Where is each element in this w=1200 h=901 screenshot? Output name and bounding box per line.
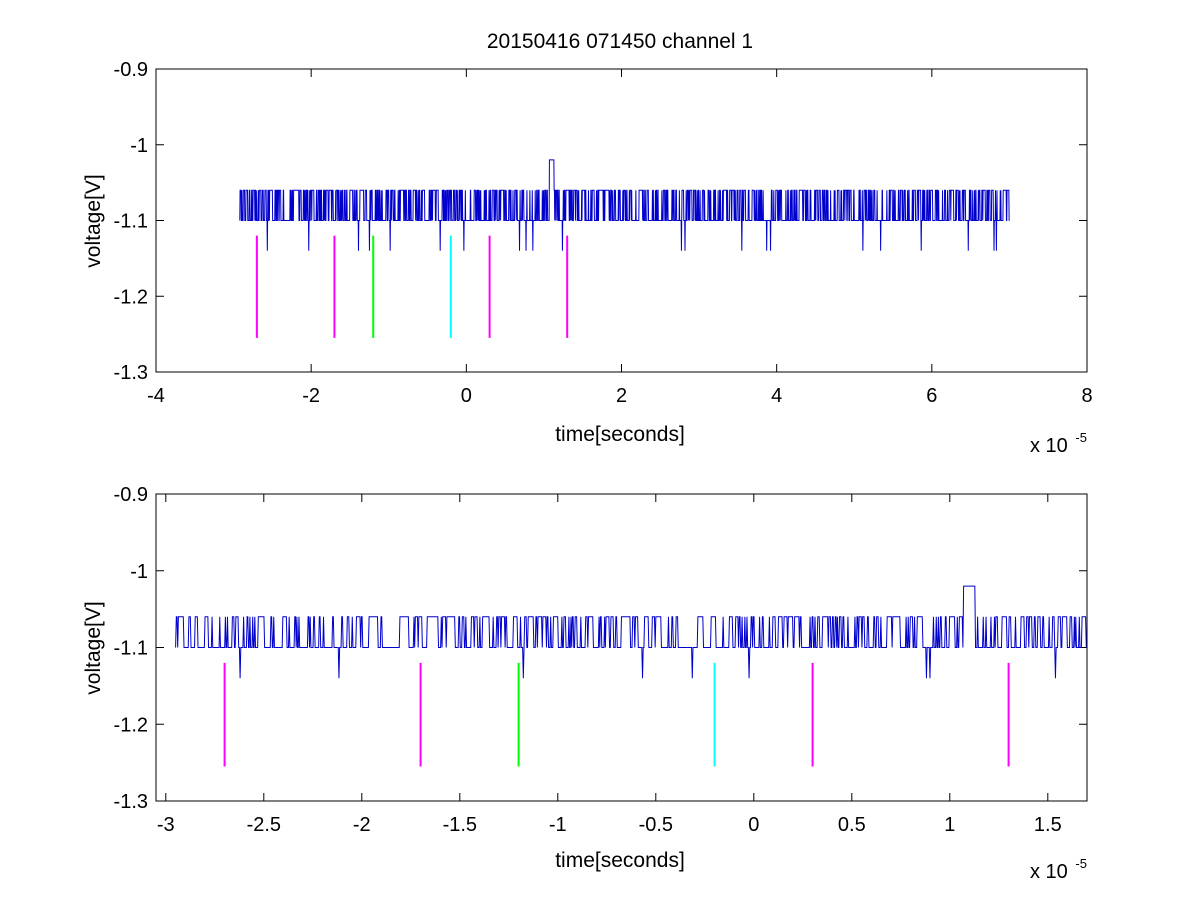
figure-title: 20150416 071450 channel 1 (487, 30, 753, 53)
bottom-subplot-ytick-label: -0.9 (114, 484, 148, 506)
top-subplot-ytick-label: -0.9 (114, 59, 148, 81)
bottom-subplot-xtick-label: -3 (157, 814, 175, 836)
bottom-subplot-ytick-label: -1.1 (114, 638, 148, 660)
bottom-subplot-xtick-label: -1.5 (443, 814, 477, 836)
bottom-subplot-markers (223, 662, 1010, 767)
bottom-subplot-xtick-label: 1.5 (1034, 814, 1062, 836)
top-subplot-axes-box (155, 68, 1088, 373)
bottom-subplot-axes-box (155, 493, 1088, 802)
bottom-subplot-signal (175, 585, 1087, 679)
bottom-subplot-ytick-label: -1.3 (114, 791, 148, 813)
bottom-subplot-x-scale: x 10 -5 (1030, 856, 1087, 883)
top-subplot-xtick-label: 0 (461, 385, 472, 407)
top-subplot-voltage-trace (239, 159, 1010, 251)
bottom-subplot-xtick-label: 0 (748, 814, 759, 836)
bottom-subplot: -3 -2.5 -2 -1.5 -1 -0.5 0 0.5 1 1.5 -0.9 -1 -1.1 -1.2… (82, 484, 1088, 883)
top-subplot-xtick-label: -2 (302, 385, 320, 407)
bottom-subplot-xtick-label: -2.5 (247, 814, 281, 836)
bottom-subplot-xtick-label: 1 (944, 814, 955, 836)
top-subplot-ytick-label: -1 (130, 135, 148, 157)
bottom-subplot-x-scale-exponent: -5 (1075, 856, 1087, 871)
top-subplot-markers (255, 235, 569, 338)
bottom-subplot-voltage-trace (175, 585, 1087, 679)
bottom-subplot-xtick-label: -0.5 (639, 814, 673, 836)
bottom-subplot-x-scale-base: x 10 (1030, 861, 1068, 883)
top-subplot-ytick-label: -1.3 (114, 362, 148, 384)
top-subplot-xtick-label: 4 (771, 385, 782, 407)
bottom-subplot-ylabel: voltage[V] (82, 601, 105, 694)
top-subplot-xtick-label: 6 (926, 385, 937, 407)
bottom-subplot-ytick-label: -1.2 (114, 714, 148, 736)
top-subplot-x-scale: x 10 -5 (1030, 430, 1087, 457)
top-subplot: -4 -2 0 2 4 6 8 -0.9 -1 -1.1 -1.2 -1.3 time[seconds… (82, 59, 1093, 457)
top-subplot-xtick-label: 8 (1081, 385, 1092, 407)
bottom-subplot-xtick-label: -2 (353, 814, 371, 836)
top-subplot-ticks: -4 -2 0 2 4 6 8 -0.9 -1 -1.1 -1.2 -1.3 (114, 59, 1093, 407)
top-subplot-signal (239, 159, 1010, 251)
bottom-subplot-xtick-label: 0.5 (838, 814, 866, 836)
top-subplot-xtick-label: -4 (147, 385, 165, 407)
top-subplot-x-scale-exponent: -5 (1075, 430, 1087, 445)
bottom-subplot-ytick-label: -1 (130, 561, 148, 583)
top-subplot-xlabel: time[seconds] (555, 423, 685, 446)
bottom-subplot-xtick-label: -1 (549, 814, 567, 836)
top-subplot-xtick-label: 2 (616, 385, 627, 407)
top-subplot-ytick-label: -1.2 (114, 286, 148, 308)
top-subplot-ylabel: voltage[V] (82, 174, 105, 267)
top-subplot-ytick-label: -1.1 (114, 211, 148, 233)
bottom-subplot-xlabel: time[seconds] (555, 849, 685, 872)
top-subplot-x-scale-base: x 10 (1030, 435, 1068, 457)
bottom-subplot-ticks: -3 -2.5 -2 -1.5 -1 -0.5 0 0.5 1 1.5 -0.9 -1 -1.1 -1.2… (114, 484, 1087, 836)
